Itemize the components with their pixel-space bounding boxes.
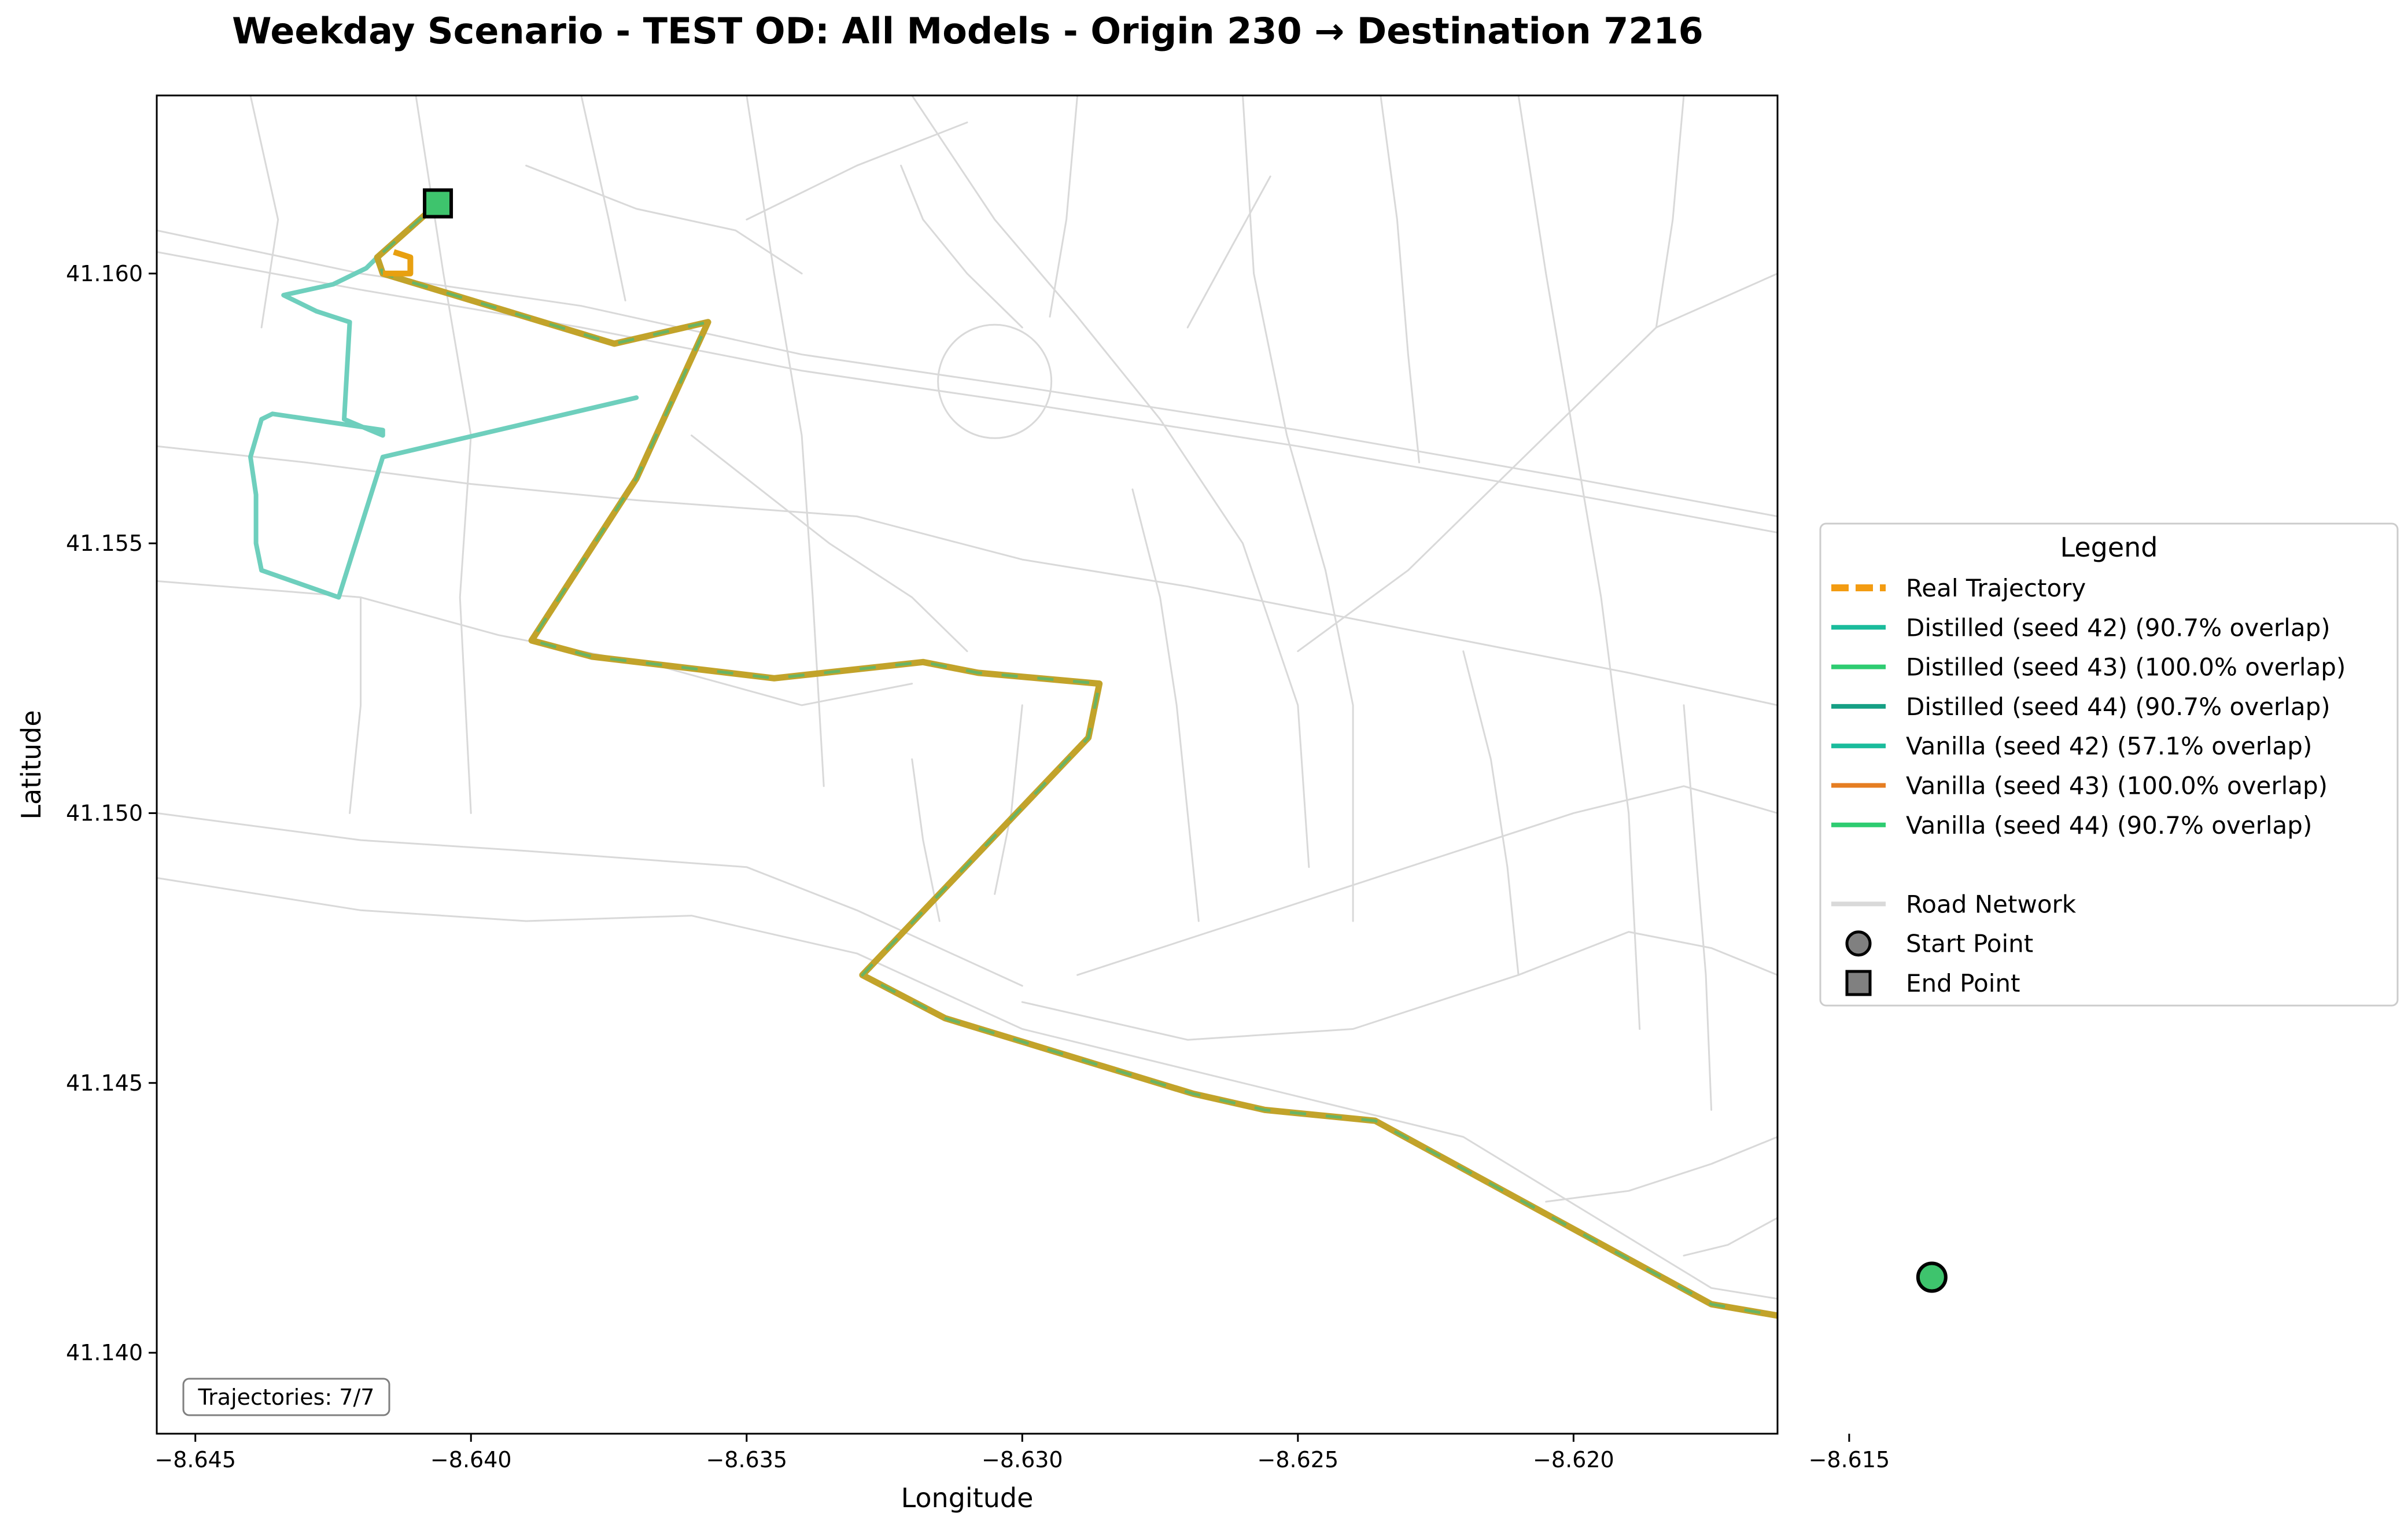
chart-title: Weekday Scenario - TEST OD: All Models -… (232, 10, 1703, 52)
road-segment (157, 445, 1778, 706)
legend-entry: Vanilla (seed 44) (90.7% overlap) (1831, 811, 2312, 840)
road-segment (525, 164, 803, 275)
vanilla-seed42-route (248, 255, 639, 600)
road-segment (746, 95, 825, 787)
road-segment (1776, 1341, 1778, 1343)
y-tick-label: 41.150 (66, 800, 143, 826)
road-segment (1242, 95, 1354, 922)
x-axis-ticks: −8.645 −8.640 −8.635 −8.630 −8.625 −8.620 −8.6… (154, 1434, 1890, 1472)
road-segment (1076, 785, 1778, 976)
plot-area-background (157, 95, 1778, 1434)
x-axis-label: Longitude (901, 1482, 1034, 1514)
legend: Legend Real Trajectory Distilled (seed 42… (1819, 522, 2399, 1007)
y-axis-ticks: 41.140 41.145 41.150 41.155 41.160 (66, 261, 157, 1365)
end-point-marker (423, 188, 453, 219)
legend-label: End Point (1906, 969, 2020, 997)
x-tick-label: −8.635 (706, 1447, 787, 1472)
legend-label: Road Network (1906, 890, 2077, 918)
road-segment (157, 877, 1778, 1300)
legend-frame (1819, 522, 2399, 1007)
roundabout (937, 323, 1053, 439)
trajectories (248, 200, 1778, 1319)
x-tick-label: −8.630 (982, 1447, 1063, 1472)
legend-handle-square (1845, 970, 1872, 996)
x-tick-label: −8.615 (1809, 1447, 1890, 1472)
road-segment (157, 251, 1778, 533)
road-segment (994, 704, 1023, 895)
road-segment (911, 758, 941, 922)
road-segment (1683, 704, 1713, 1111)
legend-title: Legend (2060, 532, 2158, 563)
legend-entry: Distilled (seed 44) (90.7% overlap) (1831, 693, 2330, 721)
legend-entry: Distilled (seed 42) (90.7% overlap) (1831, 613, 2330, 642)
legend-label: Vanilla (seed 44) (90.7% overlap) (1906, 811, 2312, 840)
start-point-marker (1916, 1261, 1948, 1293)
x-tick-label: −8.645 (154, 1447, 236, 1472)
od-markers (423, 188, 1948, 1293)
road-segment (249, 95, 279, 329)
legend-label: Distilled (seed 42) (90.7% overlap) (1906, 613, 2330, 642)
legend-label: Distilled (seed 43) (100.0% overlap) (1906, 653, 2346, 682)
legend-entry: Road Network (1831, 890, 2077, 918)
road-segment (1517, 95, 1641, 1030)
y-tick-label: 41.145 (66, 1070, 143, 1096)
y-tick-label: 41.155 (66, 531, 143, 556)
road-segment (580, 95, 626, 301)
y-axis-label: Latitude (16, 710, 47, 819)
legend-entries: Real Trajectory Distilled (seed 42) (90.7… (1831, 574, 2346, 997)
road-segment (1049, 95, 1079, 318)
road-segment (900, 164, 1023, 329)
road-segment (1655, 95, 1685, 329)
road-segment (349, 596, 362, 814)
road-segment (1297, 273, 1778, 653)
road-segment (1545, 1136, 1778, 1203)
road-segment (1683, 1217, 1778, 1257)
legend-label: Vanilla (seed 43) (100.0% overlap) (1906, 772, 2328, 800)
legend-handle-circle (1845, 930, 1872, 957)
y-tick-label: 41.140 (66, 1340, 143, 1365)
legend-label: Start Point (1906, 930, 2033, 958)
road-segment (691, 435, 968, 653)
legend-entry: Vanilla (seed 42) (57.1% overlap) (1831, 732, 2312, 760)
legend-label: Vanilla (seed 42) (57.1% overlap) (1906, 732, 2312, 760)
real-trajectory-spur (382, 249, 414, 277)
road-segment (1380, 95, 1420, 463)
road-segment (746, 121, 968, 220)
x-tick-label: −8.625 (1258, 1447, 1339, 1472)
road-network (157, 95, 1778, 1343)
y-tick-label: 41.160 (66, 261, 143, 286)
legend-entry: Real Trajectory (1831, 574, 2086, 602)
legend-entry: Start Point (1845, 930, 2033, 958)
legend-entry: Vanilla (seed 43) (100.0% overlap) (1831, 772, 2328, 800)
legend-entry: End Point (1845, 969, 2020, 997)
shared-route-dash (375, 202, 1778, 1317)
legend-label: Real Trajectory (1906, 574, 2086, 602)
road-segment (1131, 488, 1200, 922)
legend-label: Distilled (seed 44) (90.7% overlap) (1906, 693, 2330, 721)
trajectory-count-text: Trajectories: 7/7 (198, 1385, 375, 1410)
x-tick-label: −8.620 (1533, 1447, 1614, 1472)
x-tick-label: −8.640 (430, 1447, 512, 1472)
road-segment (1462, 650, 1520, 976)
road-segment (157, 812, 1023, 987)
road-segment (1186, 175, 1271, 329)
trajectory-count-annotation: Trajectories: 7/7 (182, 1378, 390, 1416)
plot-area-frame (156, 94, 1779, 1435)
legend-entry: Distilled (seed 43) (100.0% overlap) (1831, 653, 2346, 682)
road-segment (911, 95, 1310, 868)
